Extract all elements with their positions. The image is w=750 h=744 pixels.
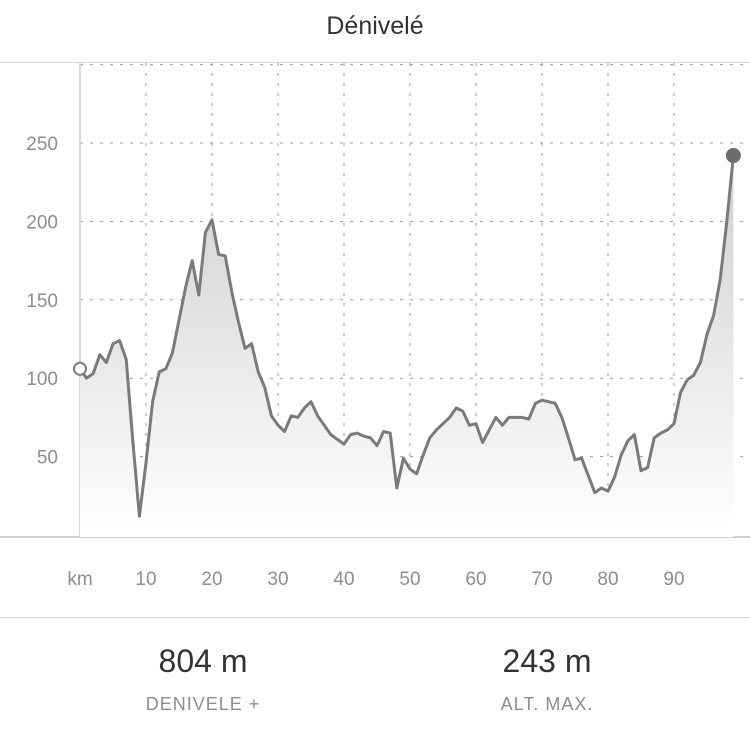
y-tick-label: 50 [37, 448, 58, 469]
page-title: Dénivelé [326, 12, 424, 40]
max-altitude-value: 243 m [502, 643, 592, 679]
y-tick-label: 100 [26, 369, 58, 390]
elevation-chart[interactable]: 50 100 150 200 250 km 10 20 30 40 50 60 70 80 90 [0, 0, 750, 617]
chart-markers [73, 148, 741, 376]
x-tick-label: 80 [597, 569, 618, 590]
start-point-marker [73, 361, 87, 376]
x-tick-label: 10 [135, 569, 156, 590]
tick-labels: 50 100 150 200 250 km 10 20 30 40 50 60 70 80 90 [26, 134, 684, 590]
x-axis-unit-label: km [67, 569, 92, 590]
y-tick-label: 200 [26, 212, 58, 233]
elevation-gain-label: DENIVELE + [145, 694, 261, 714]
x-tick-label: 40 [333, 569, 354, 590]
end-point-marker [725, 148, 741, 164]
elevation-line [78, 154, 735, 518]
y-tick-label: 150 [26, 291, 58, 312]
elevation-gain-stat: 804 m DENIVELE + [53, 643, 353, 715]
elevation-gain-value: 804 m [158, 643, 248, 679]
y-tick-label: 250 [26, 134, 58, 155]
max-altitude-stat: 243 m ALT. MAX. [397, 643, 697, 715]
max-altitude-label: ALT. MAX. [500, 694, 594, 714]
x-tick-label: 50 [399, 569, 420, 590]
elevation-area [80, 155, 734, 537]
header-divider [0, 62, 750, 63]
x-tick-label: 30 [267, 569, 288, 590]
x-tick-label: 60 [465, 569, 486, 590]
stats-divider [0, 617, 750, 618]
x-tick-label: 20 [201, 569, 222, 590]
header: Dénivelé [0, 0, 750, 62]
x-tick-label: 90 [663, 569, 684, 590]
x-tick-label: 70 [531, 569, 552, 590]
